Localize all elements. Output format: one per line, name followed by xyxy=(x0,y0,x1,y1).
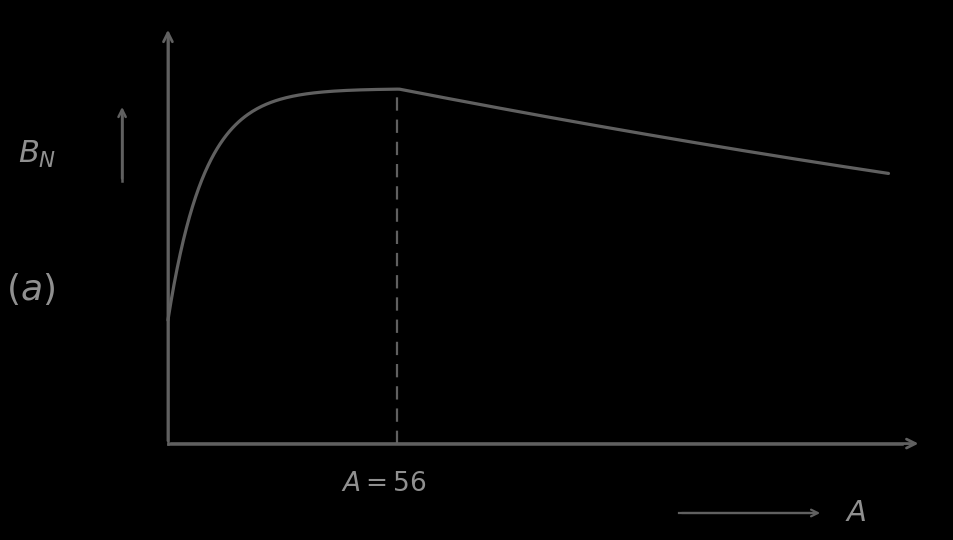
Text: $B_N$: $B_N$ xyxy=(18,139,56,170)
Text: $(a)$: $(a)$ xyxy=(6,271,55,307)
Text: $A = 56$: $A = 56$ xyxy=(341,470,427,496)
Text: $A$: $A$ xyxy=(844,499,865,527)
